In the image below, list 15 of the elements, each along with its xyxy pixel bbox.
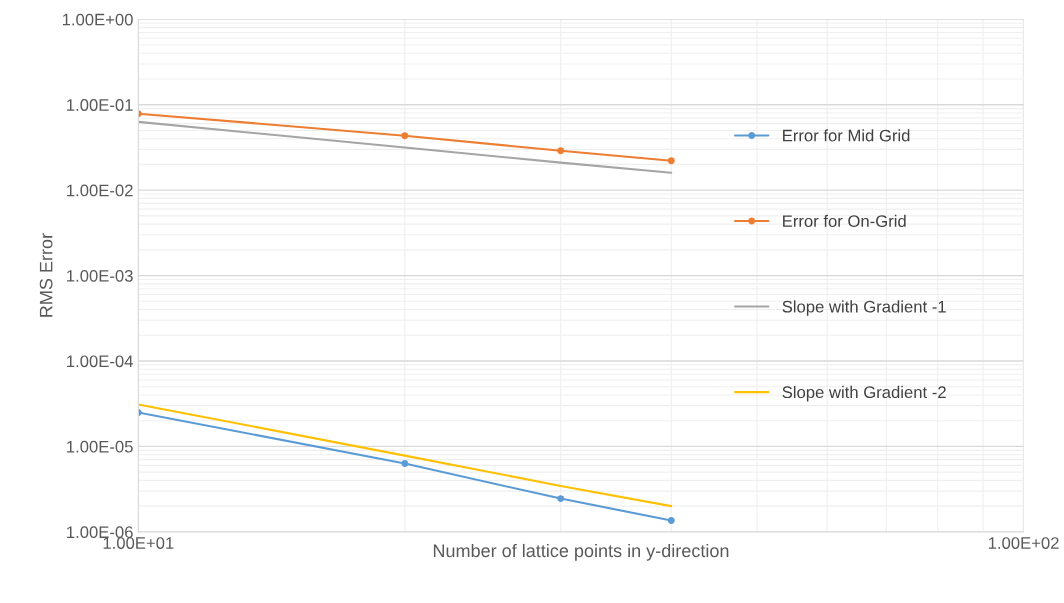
legend-label: Slope with Gradient -1 — [782, 300, 946, 316]
y-tick-label: 1.00E-03 — [67, 269, 133, 282]
y-tick-label: 1.00E-05 — [67, 440, 133, 453]
y-axis-title: RMS Error — [39, 233, 53, 317]
y-tick-label: 1.00E-06 — [67, 526, 133, 539]
legend-label: Error for On-Grid — [783, 214, 906, 228]
y-tick-label: 1.00E+00 — [62, 13, 133, 26]
y-tick-label: 1.00E-01 — [67, 99, 133, 111]
y-tick-label: 1.00E-02 — [67, 184, 133, 197]
y-tick-label: 1.00E-04 — [67, 355, 133, 368]
x-tick-label: 1.00E+01 — [103, 537, 174, 549]
legend-label: Error for Mid Grid — [783, 129, 910, 142]
legend-label: Slope with Gradient -2 — [782, 385, 946, 402]
x-tick-label: 1.00E+02 — [988, 537, 1059, 549]
x-axis-title: Number of lattice points in y-direction — [433, 543, 729, 561]
